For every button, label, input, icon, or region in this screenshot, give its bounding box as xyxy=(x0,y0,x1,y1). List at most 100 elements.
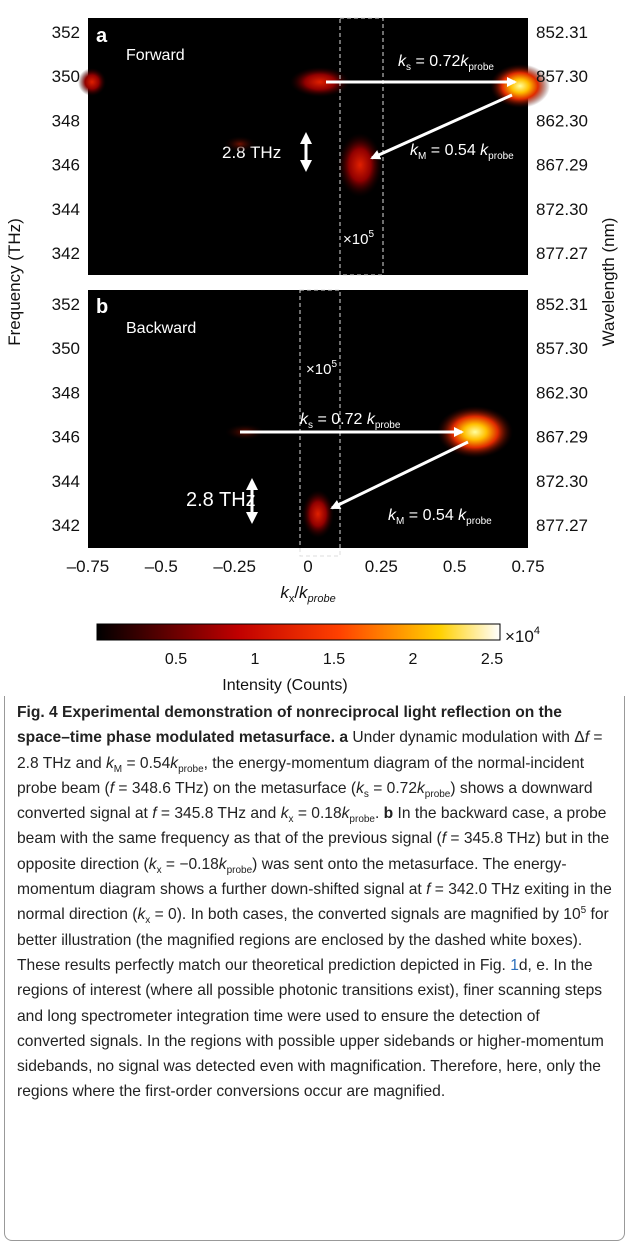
text-run: / xyxy=(294,583,299,602)
text-run: 5 xyxy=(580,905,587,917)
y2-tick-label: 862.30 xyxy=(536,383,588,402)
y-tick-label: 352 xyxy=(52,23,80,42)
text-run: f xyxy=(441,830,447,848)
y-tick-label: 344 xyxy=(52,200,80,219)
y-tick-label: 348 xyxy=(52,111,80,130)
km-label: kM = 0.54 kprobe xyxy=(388,507,492,527)
text-run: = 0.72 xyxy=(313,411,367,428)
text-run: k xyxy=(460,53,469,70)
y2-axis-label: Wavelength (nm) xyxy=(599,218,618,347)
magnification: ×105 xyxy=(306,359,337,378)
y2-tick-label: 877.27 xyxy=(536,516,588,535)
y2-tick-label: 852.31 xyxy=(536,23,588,42)
y-tick-label: 350 xyxy=(52,339,80,358)
magnified-box xyxy=(339,17,384,276)
x-tick-label: –0.75 xyxy=(67,557,110,576)
text-run: for better illustration (the magnified r… xyxy=(17,906,609,974)
y2-tick-label: 867.29 xyxy=(536,428,588,447)
text-run: = 0.18 xyxy=(293,805,342,823)
arrow xyxy=(330,440,469,510)
text-run: k xyxy=(170,754,179,772)
text-run: k xyxy=(388,507,397,524)
text-run: = −0.18 xyxy=(161,855,219,873)
panel-label: a xyxy=(96,25,108,47)
text-run: s xyxy=(363,789,369,800)
text-run: k xyxy=(300,411,309,428)
panel-title: Forward xyxy=(126,47,185,64)
text-run: = 345.8 THz) but in the opposite directi… xyxy=(17,830,610,873)
signal-blob xyxy=(302,490,334,538)
y2-tick-label: 852.31 xyxy=(536,295,588,314)
text-run: s xyxy=(406,62,411,73)
text-run: ×10 xyxy=(343,231,368,248)
x-tick-label: –0.5 xyxy=(145,557,178,576)
text-run: ×10 xyxy=(306,361,331,378)
text-run: k xyxy=(137,906,146,924)
text-run: ×10 xyxy=(505,627,534,646)
text-run: k xyxy=(218,855,227,873)
ticks: 352 350 348 346 344 342 852.31 857.30 862.30 867.… xyxy=(52,23,588,668)
text-run: k xyxy=(106,754,114,772)
text-run: f xyxy=(426,881,431,899)
text-run: probe xyxy=(488,151,514,162)
colorbar-tick-label: 2 xyxy=(409,651,418,668)
text-run: ) was sent onto the metasurface. The ene… xyxy=(17,855,567,899)
text-run: x xyxy=(289,593,295,605)
text-run: k xyxy=(356,779,364,797)
text-run: In the backward case, a probe beam with … xyxy=(17,805,607,848)
text-run: x xyxy=(156,864,162,876)
text-run: = 2.8 THz and xyxy=(17,729,603,772)
text-run: Fig. 4 Experimental demonstration of non… xyxy=(17,704,562,747)
signal-blob xyxy=(224,136,256,152)
y-tick-label: 344 xyxy=(52,472,80,491)
x-tick-label: 0.25 xyxy=(365,557,398,576)
y-tick-label: 348 xyxy=(52,383,80,402)
signal-blob xyxy=(338,133,382,197)
text-run: 5 xyxy=(368,229,374,240)
text-run: = 0). In both cases, the converted signa… xyxy=(150,906,581,924)
text-run: probe xyxy=(466,516,492,527)
text-run: probe xyxy=(349,814,375,826)
signal-blob xyxy=(78,68,106,96)
colorbar-exponent: ×104 xyxy=(505,625,540,646)
arrow xyxy=(370,93,513,160)
magnification: ×105 xyxy=(343,229,374,248)
x-tick-label: 0.75 xyxy=(511,557,544,576)
text-run: k xyxy=(480,142,489,159)
y-tick-label: 352 xyxy=(52,295,80,314)
panel-title: Backward xyxy=(126,320,196,337)
text-run: = 342.0 THz exiting in the normal direct… xyxy=(17,881,612,924)
text-run: f xyxy=(109,779,115,797)
text-run: = 0.54 xyxy=(404,507,458,524)
panel-label: b xyxy=(96,296,108,318)
x-axis-label: kx/kprobe xyxy=(280,583,335,605)
signal-blob xyxy=(290,67,350,97)
text-run: k xyxy=(280,805,289,823)
y2-tick-label: 872.30 xyxy=(536,472,588,491)
text-run: s xyxy=(308,420,313,431)
text-run: = 0.54 xyxy=(122,754,171,772)
text-run: = 0.54 xyxy=(426,142,480,159)
text-run: Under dynamic modulation with Δ xyxy=(348,729,585,747)
spacing-label: 2.8 THz xyxy=(186,489,256,511)
text-run: probe xyxy=(178,763,204,775)
text-run: M xyxy=(113,763,123,775)
text-run: k xyxy=(367,411,376,428)
y2-tick-label: 877.27 xyxy=(536,244,588,263)
text-run: k xyxy=(280,583,290,602)
colorbar-tick-label: 1 xyxy=(251,651,260,668)
text-run: M xyxy=(418,151,426,162)
magnified-box xyxy=(299,289,341,557)
figure-link[interactable]: 1 xyxy=(510,956,519,974)
text-run: x xyxy=(288,814,294,826)
text-run: k xyxy=(299,583,309,602)
ks-label: ks = 0.72kprobe xyxy=(398,53,494,73)
colorbar-tick-label: 1.5 xyxy=(323,651,345,668)
y-tick-label: 350 xyxy=(52,67,80,86)
y-axis-label: Frequency (THz) xyxy=(5,218,24,346)
text-run: probe xyxy=(307,593,336,605)
y2-tick-label: 857.30 xyxy=(536,67,588,86)
text-run: f xyxy=(584,729,590,747)
colorbar-tick-label: 2.5 xyxy=(481,651,503,668)
